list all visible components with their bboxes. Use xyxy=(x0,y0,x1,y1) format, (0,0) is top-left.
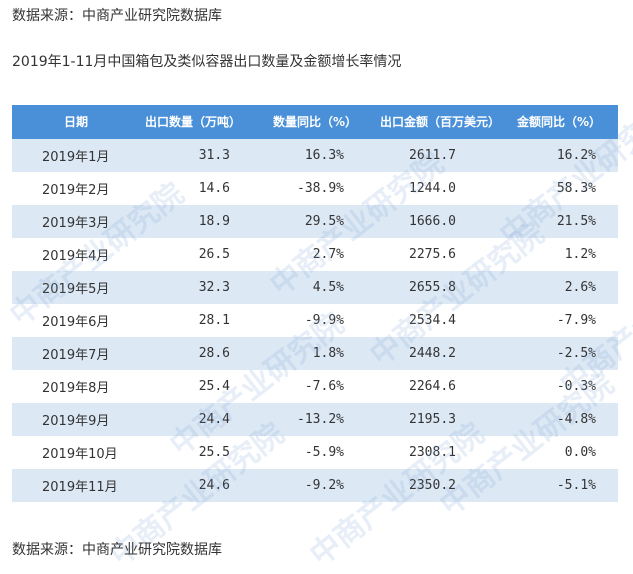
cell-export-quantity: 25.4 xyxy=(132,370,254,403)
cell-month: 2019年6月 xyxy=(12,304,132,337)
cell-amount-yoy: 0.0% xyxy=(500,436,618,469)
cell-month: 2019年2月 xyxy=(12,172,132,205)
table-row: 2019年8月 25.4 -7.6% 2264.6 -0.3% xyxy=(12,370,618,403)
export-data-table: 日期 出口数量（万吨） 数量同比（%） 出口金额（百万美元） 金额同比（%） 2… xyxy=(12,105,618,502)
cell-quantity-yoy: -7.6% xyxy=(254,370,376,403)
cell-export-amount: 2275.6 xyxy=(376,238,500,271)
cell-month: 2019年10月 xyxy=(12,436,132,469)
cell-export-amount: 2611.7 xyxy=(376,139,500,172)
cell-amount-yoy: 21.5% xyxy=(500,205,618,238)
cell-export-quantity: 28.1 xyxy=(132,304,254,337)
cell-export-amount: 2264.6 xyxy=(376,370,500,403)
cell-month: 2019年5月 xyxy=(12,271,132,304)
source-note-bottom: 数据来源：中商产业研究院数据库 xyxy=(12,542,222,558)
cell-export-amount: 2308.1 xyxy=(376,436,500,469)
cell-export-amount: 1244.0 xyxy=(376,172,500,205)
cell-export-amount: 2448.2 xyxy=(376,337,500,370)
table-body: 2019年1月 31.3 16.3% 2611.7 16.2% 2019年2月 14.6 -3… xyxy=(12,139,618,502)
table-row: 2019年10月 25.5 -5.9% 2308.1 0.0% xyxy=(12,436,618,469)
cell-export-quantity: 32.3 xyxy=(132,271,254,304)
cell-export-quantity: 25.5 xyxy=(132,436,254,469)
cell-export-amount: 1666.0 xyxy=(376,205,500,238)
cell-quantity-yoy: -9.9% xyxy=(254,304,376,337)
cell-month: 2019年1月 xyxy=(12,139,132,172)
cell-amount-yoy: 16.2% xyxy=(500,139,618,172)
cell-month: 2019年4月 xyxy=(12,238,132,271)
cell-export-quantity: 31.3 xyxy=(132,139,254,172)
cell-export-quantity: 26.5 xyxy=(132,238,254,271)
cell-quantity-yoy: -9.2% xyxy=(254,469,376,502)
cell-quantity-yoy: 2.7% xyxy=(254,238,376,271)
cell-month: 2019年8月 xyxy=(12,370,132,403)
cell-export-quantity: 24.4 xyxy=(132,403,254,436)
cell-export-quantity: 18.9 xyxy=(132,205,254,238)
table-row: 2019年6月 28.1 -9.9% 2534.4 -7.9% xyxy=(12,304,618,337)
table-row: 2019年11月 24.6 -9.2% 2350.2 -5.1% xyxy=(12,469,618,502)
cell-export-amount: 2655.8 xyxy=(376,271,500,304)
table-row: 2019年5月 32.3 4.5% 2655.8 2.6% xyxy=(12,271,618,304)
cell-quantity-yoy: 29.5% xyxy=(254,205,376,238)
cell-amount-yoy: -2.5% xyxy=(500,337,618,370)
cell-export-amount: 2534.4 xyxy=(376,304,500,337)
cell-quantity-yoy: -5.9% xyxy=(254,436,376,469)
header-export-quantity: 出口数量（万吨） xyxy=(132,105,254,139)
cell-quantity-yoy: 1.8% xyxy=(254,337,376,370)
header-date: 日期 xyxy=(12,105,132,139)
table-header-row: 日期 出口数量（万吨） 数量同比（%） 出口金额（百万美元） 金额同比（%） xyxy=(12,105,618,139)
cell-amount-yoy: 1.2% xyxy=(500,238,618,271)
header-export-amount: 出口金额（百万美元） xyxy=(376,105,500,139)
table-row: 2019年4月 26.5 2.7% 2275.6 1.2% xyxy=(12,238,618,271)
table-row: 2019年2月 14.6 -38.9% 1244.0 58.3% xyxy=(12,172,618,205)
cell-quantity-yoy: -38.9% xyxy=(254,172,376,205)
cell-export-quantity: 24.6 xyxy=(132,469,254,502)
cell-month: 2019年9月 xyxy=(12,403,132,436)
cell-export-amount: 2195.3 xyxy=(376,403,500,436)
cell-amount-yoy: -7.9% xyxy=(500,304,618,337)
table-row: 2019年9月 24.4 -13.2% 2195.3 -4.8% xyxy=(12,403,618,436)
table-row: 2019年7月 28.6 1.8% 2448.2 -2.5% xyxy=(12,337,618,370)
cell-amount-yoy: -5.1% xyxy=(500,469,618,502)
cell-month: 2019年7月 xyxy=(12,337,132,370)
header-amount-yoy: 金额同比（%） xyxy=(500,105,618,139)
cell-export-quantity: 14.6 xyxy=(132,172,254,205)
cell-amount-yoy: -0.3% xyxy=(500,370,618,403)
table-row: 2019年1月 31.3 16.3% 2611.7 16.2% xyxy=(12,139,618,172)
cell-amount-yoy: 58.3% xyxy=(500,172,618,205)
cell-export-quantity: 28.6 xyxy=(132,337,254,370)
data-table-container: 日期 出口数量（万吨） 数量同比（%） 出口金额（百万美元） 金额同比（%） 2… xyxy=(12,105,618,502)
cell-export-amount: 2350.2 xyxy=(376,469,500,502)
cell-month: 2019年11月 xyxy=(12,469,132,502)
source-note-top: 数据来源：中商产业研究院数据库 xyxy=(12,8,222,24)
table-row: 2019年3月 18.9 29.5% 1666.0 21.5% xyxy=(12,205,618,238)
cell-month: 2019年3月 xyxy=(12,205,132,238)
cell-amount-yoy: -4.8% xyxy=(500,403,618,436)
cell-amount-yoy: 2.6% xyxy=(500,271,618,304)
cell-quantity-yoy: 4.5% xyxy=(254,271,376,304)
cell-quantity-yoy: 16.3% xyxy=(254,139,376,172)
table-title: 2019年1-11月中国箱包及类似容器出口数量及金额增长率情况 xyxy=(12,54,402,70)
header-quantity-yoy: 数量同比（%） xyxy=(254,105,376,139)
cell-quantity-yoy: -13.2% xyxy=(254,403,376,436)
